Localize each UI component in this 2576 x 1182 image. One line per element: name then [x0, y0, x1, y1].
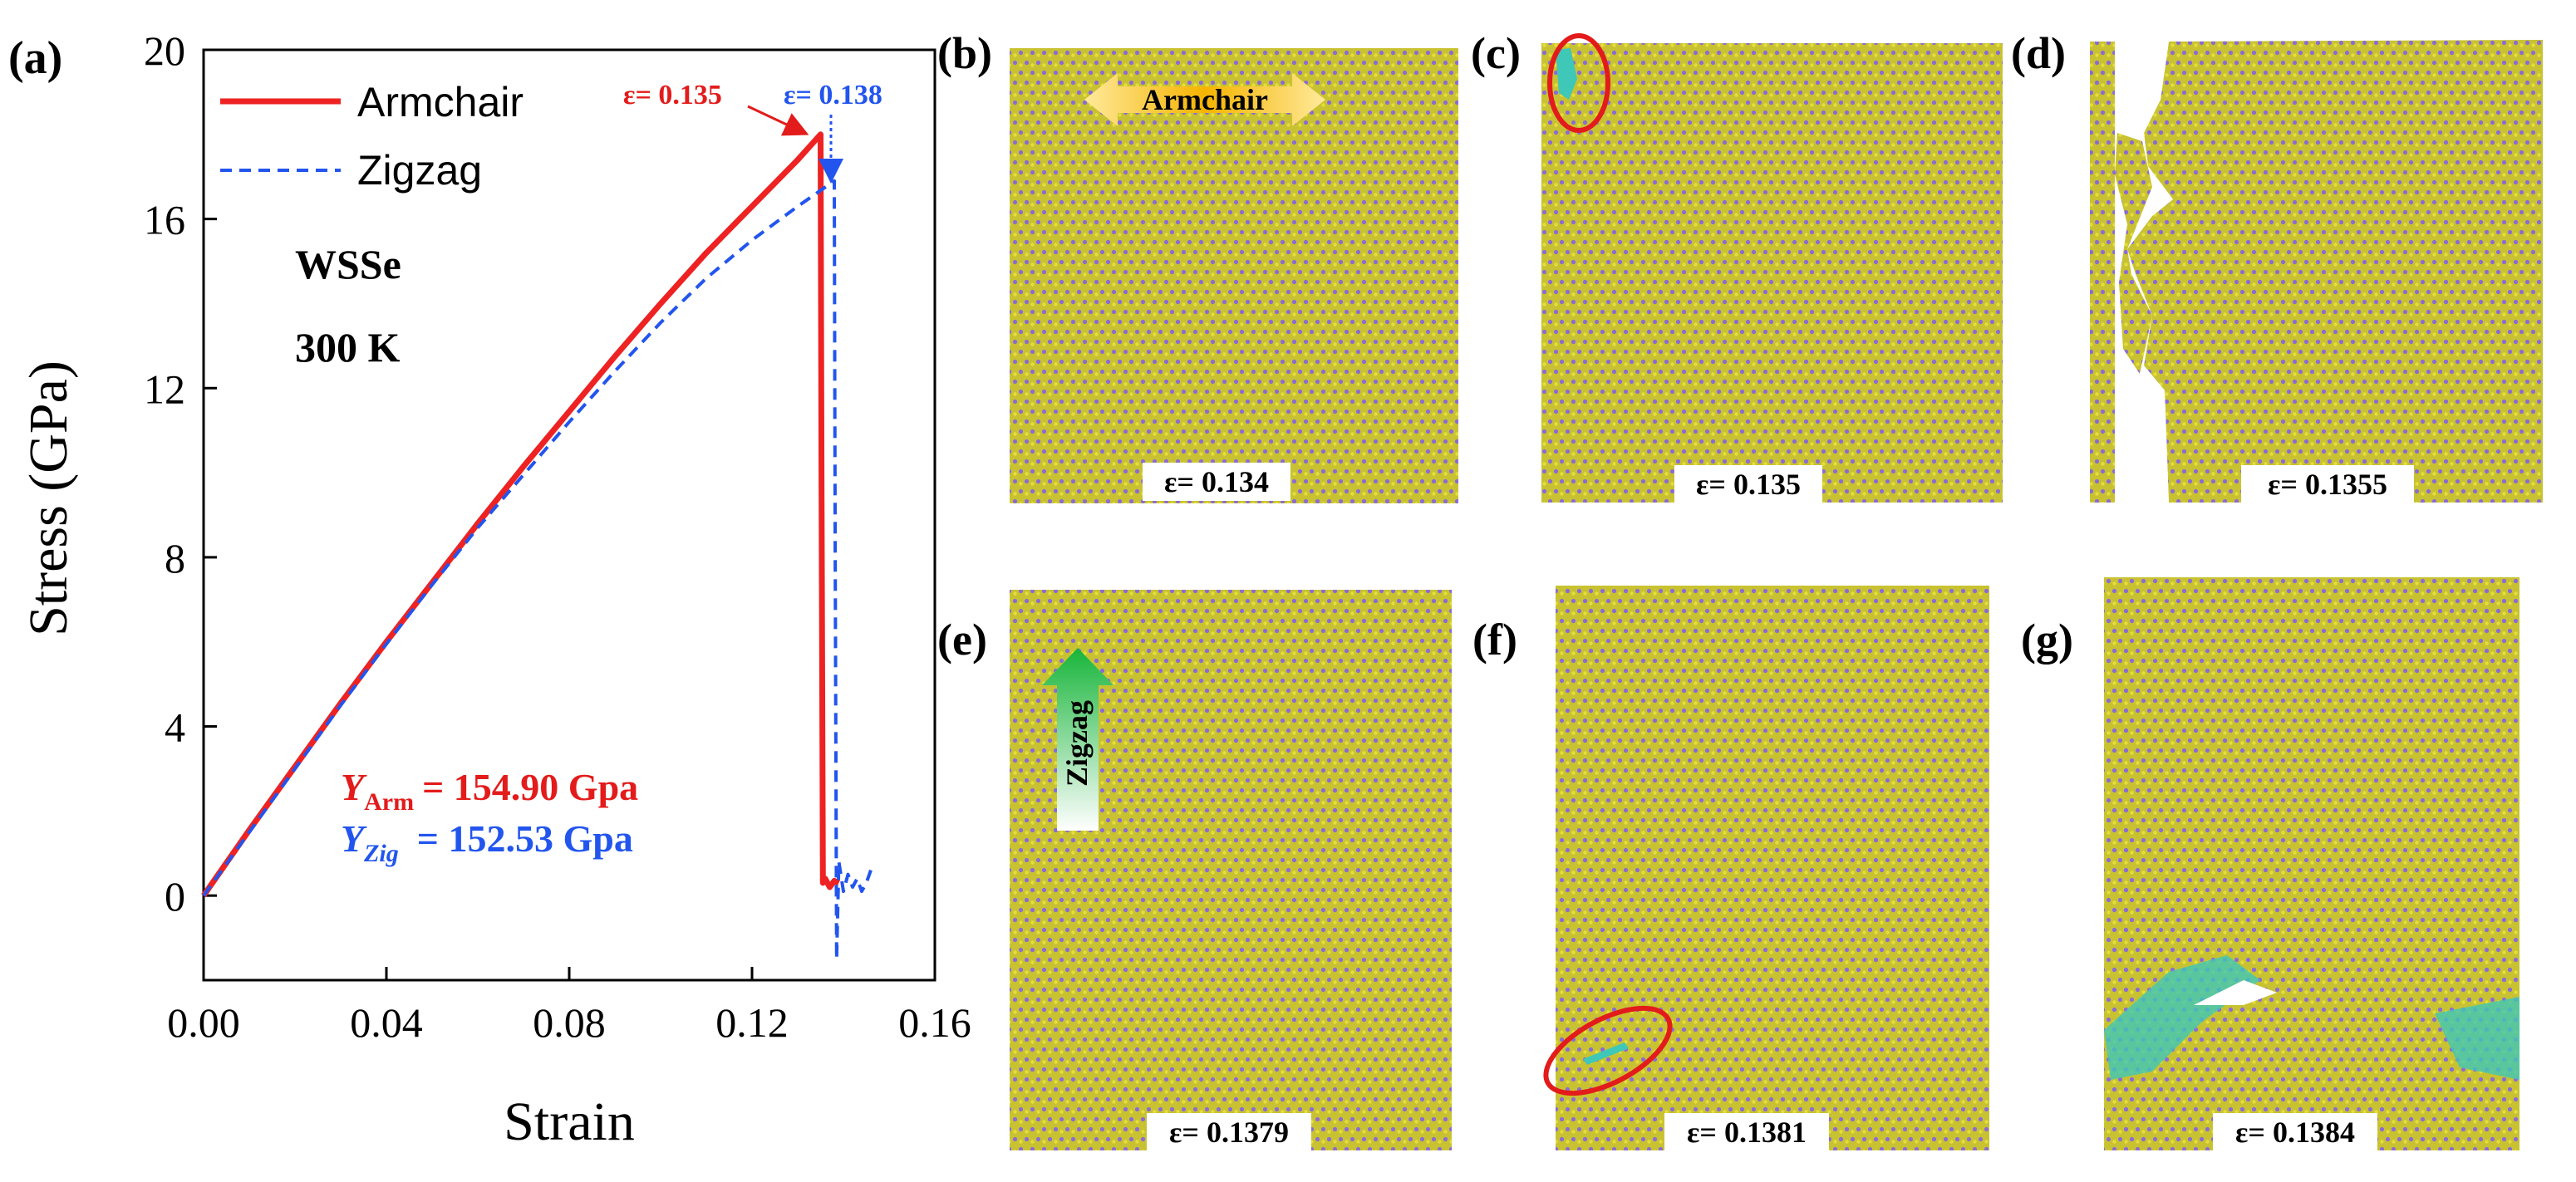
legend: Armchair Zigzag [220, 79, 524, 194]
strain-label-box-d [2241, 465, 2414, 503]
panel-label-d: (d) [2011, 28, 2066, 78]
highlight-ellipse-f [1543, 1005, 1673, 1096]
zigzag-direction-label: Zigzag [1060, 700, 1094, 787]
strain-label-box-c [1674, 465, 1822, 503]
snapshot-g: (g) ε= 0.1384 [2021, 577, 2519, 1151]
y-arm-annotation: YArm = 154.90 Gpa [341, 766, 638, 816]
defect-band-g-left [2104, 955, 2260, 1080]
y-axis-label: Stress (GPa) [18, 360, 79, 636]
y-axis-ticks: 0 4 8 12 16 20 [144, 27, 217, 920]
y-tick-label-4: 16 [144, 197, 185, 243]
strain-label-box-g [2213, 1113, 2377, 1151]
panel-label-b: (b) [937, 28, 992, 78]
strain-label-g: ε= 0.1384 [2235, 1116, 2355, 1149]
stress-strain-chart: (a) 0 4 8 12 16 20 0.00 0.04 0.08 0.12 0.16 Stres… [8, 27, 971, 1152]
y-tick-label-5: 20 [144, 27, 185, 74]
snapshot-d: (d) ε= 0.1355 [2011, 28, 2543, 503]
legend-zigzag-label: Zigzag [357, 147, 482, 194]
zig-fracture-annotation: ε= 0.138 [784, 80, 882, 110]
y-tick-label-3: 12 [144, 365, 185, 412]
x-axis-label: Strain [504, 1091, 635, 1152]
zigzag-direction-arrow: Zigzag [1042, 648, 1113, 831]
series-zigzag-line [202, 179, 873, 961]
panel-label-a: (a) [8, 32, 62, 84]
x-axis-ticks: 0.00 0.04 0.08 0.12 0.16 [167, 967, 971, 1046]
armchair-direction-arrow: Armchair [1084, 73, 1325, 126]
lattice-d-left [2090, 42, 2115, 503]
arm-fracture-annotation: ε= 0.135 [623, 80, 722, 110]
strain-label-e: ε= 0.1379 [1169, 1116, 1289, 1149]
snapshot-b: (b) Armchair ε= 0.134 [937, 28, 1458, 503]
strain-label-f: ε= 0.1381 [1687, 1116, 1807, 1149]
md-snapshots: (b) Armchair ε= 0.134 (c) ε= 0.135 (d) [937, 28, 2543, 1151]
crack-g [2194, 980, 2277, 1005]
x-tick-label-0: 0.00 [167, 999, 240, 1046]
lattice-d-main [2127, 40, 2543, 503]
y-tick-label-1: 4 [165, 704, 185, 751]
highlight-circle-c [1547, 33, 1610, 133]
defect-c [1556, 48, 1577, 100]
y-tick-label-2: 8 [165, 535, 185, 581]
defect-f [1583, 1042, 1629, 1065]
x-tick-label-2: 0.08 [533, 999, 606, 1046]
strain-label-box-e [1147, 1113, 1311, 1151]
defect-d [2115, 133, 2152, 374]
panel-label-c: (c) [1471, 28, 1521, 78]
strain-label-b: ε= 0.134 [1164, 465, 1269, 498]
strain-label-c: ε= 0.135 [1696, 468, 1801, 501]
lattice-f [1556, 586, 1989, 1150]
x-tick-label-3: 0.12 [715, 999, 789, 1046]
temperature-label: 300 K [295, 324, 401, 370]
series-layer [201, 131, 873, 961]
snapshot-c: (c) ε= 0.135 [1471, 28, 2003, 503]
y-tick-label-0: 0 [165, 873, 185, 920]
lattice-g [2104, 577, 2519, 1150]
arm-fracture-arrow [747, 105, 809, 136]
defect-band-g-right [2435, 997, 2519, 1080]
strain-label-box-b [1143, 463, 1290, 501]
x-tick-label-4: 0.16 [898, 999, 971, 1046]
lattice-c [1541, 43, 2003, 503]
panel-label-e: (e) [937, 615, 987, 665]
panel-label-g: (g) [2021, 615, 2073, 665]
x-tick-label-1: 0.04 [350, 999, 423, 1046]
material-label: WSSe [295, 241, 401, 287]
panel-label-f: (f) [1472, 615, 1517, 665]
lattice-b [1010, 48, 1458, 503]
series-armchair-line [201, 131, 840, 898]
armchair-direction-label: Armchair [1142, 83, 1268, 116]
strain-label-box-f [1664, 1113, 1829, 1151]
strain-label-d: ε= 0.1355 [2268, 468, 2387, 501]
legend-armchair-label: Armchair [357, 79, 524, 125]
snapshot-e: (e) Zigzag ε= 0.1379 [937, 590, 1452, 1151]
snapshot-f: (f) ε= 0.1381 [1472, 586, 1989, 1151]
y-zig-annotation: YZig = 152.53 Gpa [341, 817, 633, 867]
